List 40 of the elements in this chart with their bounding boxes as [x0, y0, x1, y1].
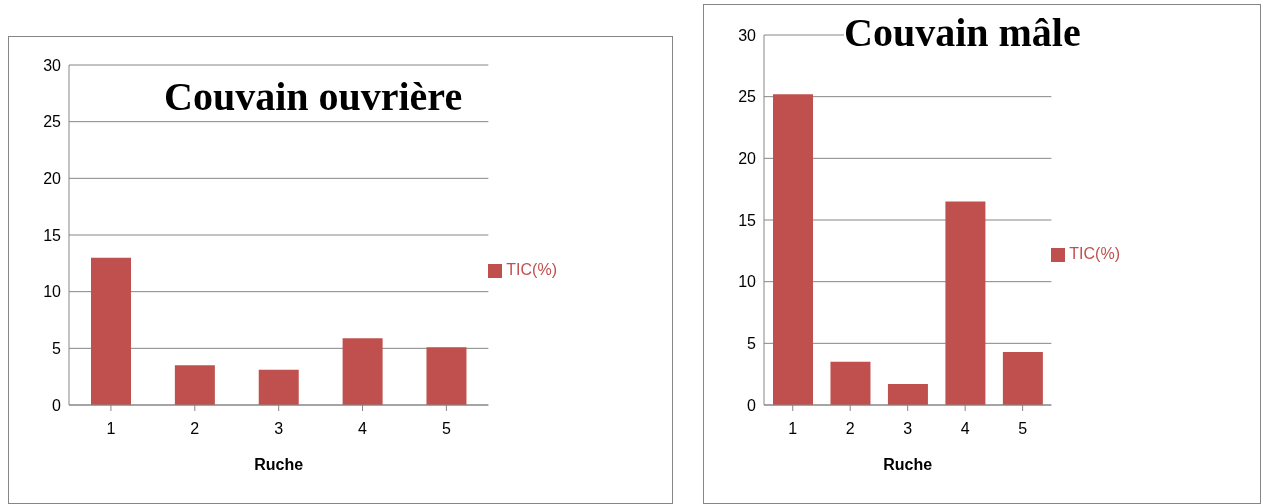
y-tick-label: 25: [738, 88, 757, 106]
y-tick-label: 25: [43, 113, 62, 131]
y-tick-label: 10: [738, 273, 757, 291]
bar: [887, 384, 928, 405]
bar: [258, 369, 299, 405]
x-tick-label: 3: [903, 420, 913, 438]
x-tick-label: 2: [190, 420, 200, 438]
y-tick-label: 0: [747, 396, 757, 414]
x-tick-label: 3: [274, 420, 284, 438]
x-tick-label: 2: [845, 420, 855, 438]
legend-label: TIC(%): [1069, 245, 1120, 262]
y-tick-label: 5: [52, 340, 62, 358]
y-tick-label: 20: [43, 170, 62, 188]
bar: [830, 361, 871, 405]
x-tick-label: 1: [788, 420, 798, 438]
bar: [945, 201, 986, 405]
y-tick-label: 10: [43, 283, 62, 301]
x-tick-label: 5: [441, 420, 451, 438]
y-tick-label: 30: [43, 56, 62, 74]
chart-title: Couvain ouvrière: [164, 73, 463, 120]
x-tick-label: 4: [960, 420, 970, 438]
x-tick-label: 1: [106, 420, 116, 438]
bar: [1002, 351, 1043, 405]
bar: [174, 365, 215, 405]
bar: [426, 347, 467, 405]
bar: [342, 338, 383, 405]
y-tick-label: 30: [738, 26, 757, 44]
chart-title: Couvain mâle: [844, 9, 1081, 56]
y-tick-label: 15: [738, 211, 757, 229]
bar: [91, 257, 131, 405]
y-tick-label: 0: [52, 396, 62, 414]
x-tick-label: 5: [1018, 420, 1028, 438]
bar: [773, 94, 813, 405]
x-axis-title: Ruche: [254, 456, 304, 473]
y-tick-label: 20: [738, 150, 757, 168]
y-tick-label: 5: [747, 335, 757, 353]
legend-label: TIC(%): [506, 261, 557, 278]
x-tick-label: 4: [358, 420, 368, 438]
y-tick-label: 15: [43, 226, 62, 244]
x-axis-title: Ruche: [883, 456, 933, 473]
